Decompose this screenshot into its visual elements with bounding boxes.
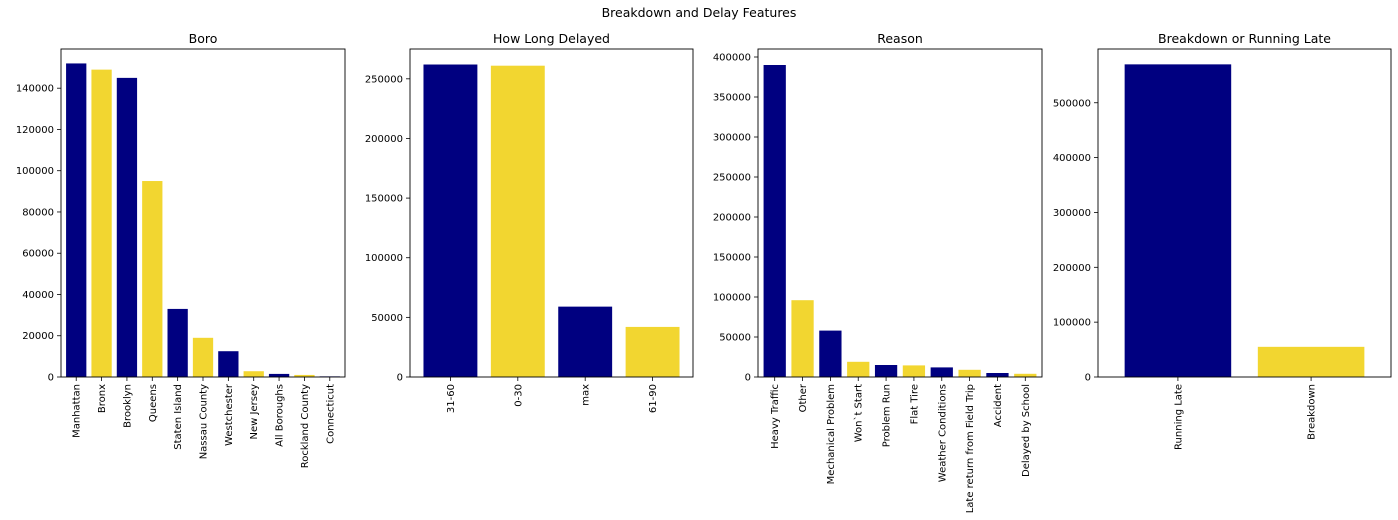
axes-frame xyxy=(757,48,1043,378)
x-tick-label: Other xyxy=(798,383,809,412)
chart-title: Breakdown or Running Late xyxy=(1158,31,1331,46)
x-tick-label: Won`t Start xyxy=(853,384,865,442)
bar xyxy=(490,65,545,377)
y-tick-label: 100000 xyxy=(16,166,54,177)
bar xyxy=(819,330,842,377)
bar xyxy=(142,181,163,377)
x-tick-label: 61-90 xyxy=(648,384,659,413)
y-tick-label: 200000 xyxy=(365,134,403,145)
x-tick-label: 31-60 xyxy=(446,384,457,413)
x-tick-label: Delayed by School xyxy=(1021,384,1032,477)
chart-panel: Reason 0 50000 100000 150000 200000 250000 3000… xyxy=(713,31,1043,513)
chart-panel: Breakdown or Running Late 0 100000 200000 30… xyxy=(1053,31,1392,450)
y-tick-label: 250000 xyxy=(365,74,403,85)
x-tick-label: max xyxy=(581,384,592,406)
y-tick-label: 0 xyxy=(1085,373,1091,384)
y-tick-label: 0 xyxy=(397,373,403,384)
chart-title: Boro xyxy=(189,31,218,46)
bar xyxy=(1257,346,1365,377)
y-tick-label: 40000 xyxy=(22,290,54,301)
x-tick-label: Flat Tire xyxy=(909,384,920,424)
y-tick-label: 150000 xyxy=(713,253,751,264)
bar xyxy=(66,63,87,377)
bar xyxy=(625,326,680,377)
bar xyxy=(192,337,214,377)
x-tick-label: Nassau County xyxy=(199,384,210,459)
y-tick-label: 0 xyxy=(48,373,54,384)
y-tick-label: 250000 xyxy=(713,173,751,184)
chart-title: How Long Delayed xyxy=(493,31,610,46)
x-tick-label: Queens xyxy=(148,384,159,422)
x-tick-label: Problem Run xyxy=(882,384,893,447)
bar xyxy=(218,351,239,377)
x-tick-label: Late return from Field Trip xyxy=(965,384,976,513)
x-tick-label: Rockland County xyxy=(300,384,311,468)
bar xyxy=(958,369,981,377)
x-tick-label: 0-30 xyxy=(513,384,524,407)
bar xyxy=(986,373,1009,377)
y-tick-label: 200000 xyxy=(1053,263,1091,274)
bar xyxy=(791,300,814,377)
axes-frame xyxy=(1097,48,1392,378)
bar xyxy=(167,308,188,377)
x-tick-label: Mechanical Problem xyxy=(826,384,837,484)
y-tick-label: 350000 xyxy=(713,93,751,104)
y-tick-label: 60000 xyxy=(22,249,54,260)
y-tick-label: 100000 xyxy=(1053,318,1091,329)
y-tick-label: 500000 xyxy=(1053,98,1091,109)
y-tick-label: 20000 xyxy=(22,331,54,342)
axes-frame xyxy=(409,48,694,378)
bar xyxy=(91,69,112,377)
y-tick-label: 50000 xyxy=(371,313,403,324)
bar xyxy=(294,374,315,377)
y-tick-label: 80000 xyxy=(22,207,54,218)
x-tick-label: Heavy Traffic xyxy=(770,384,781,449)
x-tick-label: Westchester xyxy=(224,383,235,446)
chart-panel: How Long Delayed 0 50000 100000 150000 200000… xyxy=(365,31,694,413)
subplot-panels: Boro 0 20000 40000 60000 80000 100000 120000 140… xyxy=(16,31,1392,513)
y-tick-label: 200000 xyxy=(713,213,751,224)
y-tick-label: 300000 xyxy=(713,133,751,144)
y-tick-label: 50000 xyxy=(719,333,751,344)
x-tick-label: Breakdown xyxy=(1307,384,1318,440)
bar xyxy=(874,365,898,377)
bar xyxy=(423,64,478,377)
y-tick-label: 140000 xyxy=(16,84,54,95)
chart-title: Reason xyxy=(877,31,923,46)
bar xyxy=(847,361,870,377)
x-tick-label: Accident xyxy=(993,384,1004,427)
y-tick-label: 150000 xyxy=(365,194,403,205)
bar xyxy=(558,306,613,377)
bar xyxy=(763,65,786,377)
y-tick-label: 300000 xyxy=(1053,208,1091,219)
y-tick-label: 0 xyxy=(745,373,751,384)
y-tick-label: 120000 xyxy=(16,125,54,136)
x-tick-label: Bronx xyxy=(97,384,108,413)
chart-panel: Boro 0 20000 40000 60000 80000 100000 120000 140… xyxy=(16,31,346,468)
y-tick-label: 400000 xyxy=(1053,153,1091,164)
x-tick-label: Connecticut xyxy=(325,384,336,444)
bar xyxy=(1014,373,1037,377)
bar xyxy=(930,367,953,377)
figure-suptitle: Breakdown and Delay Features xyxy=(602,5,797,20)
y-tick-label: 100000 xyxy=(713,293,751,304)
y-tick-label: 100000 xyxy=(365,253,403,264)
bar xyxy=(902,365,926,377)
x-tick-label: Brooklyn xyxy=(122,384,133,428)
axes-frame xyxy=(60,48,346,378)
x-tick-label: Manhattan xyxy=(72,384,83,438)
x-tick-label: Weather Conditions xyxy=(937,384,948,482)
bar xyxy=(243,371,264,377)
bar xyxy=(116,77,138,377)
x-tick-label: New Jersey xyxy=(249,384,260,440)
bar xyxy=(268,373,290,377)
x-tick-label: Running Late xyxy=(1173,384,1184,450)
x-tick-label: All Boroughs xyxy=(275,384,286,447)
bar xyxy=(1124,64,1232,378)
y-tick-label: 400000 xyxy=(713,53,751,64)
x-tick-label: Staten Island xyxy=(173,384,184,450)
